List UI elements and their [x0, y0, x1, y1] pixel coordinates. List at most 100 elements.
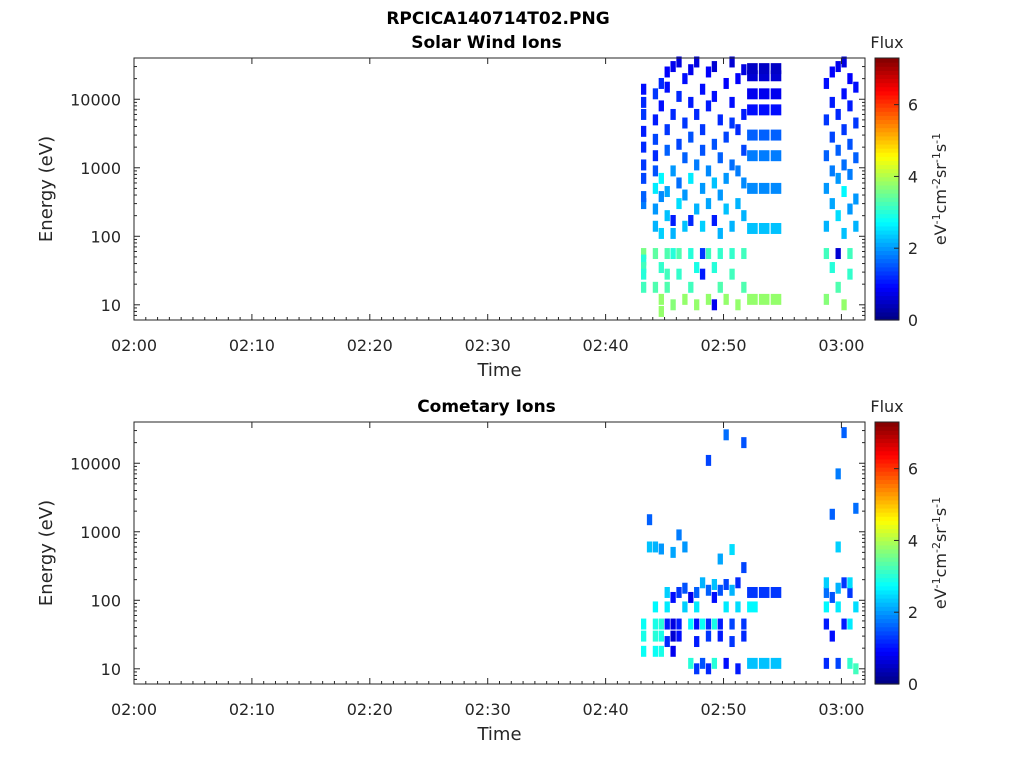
heatmap-cell: [670, 546, 676, 558]
heatmap-cell: [741, 281, 747, 293]
heatmap-cell: [652, 220, 659, 232]
colorbar-segment: [875, 205, 899, 211]
heatmap-cell: [829, 262, 835, 274]
heatmap-cell: [711, 215, 718, 226]
heatmap-cell: [705, 66, 712, 78]
colorbar-tick-label: 4: [908, 167, 918, 186]
colorbar-segment: [875, 450, 899, 456]
colorbar-segment: [875, 225, 899, 231]
heatmap-cell: [670, 248, 676, 260]
heatmap-cell: [847, 657, 853, 669]
heatmap-cell: [741, 630, 747, 642]
colorbar-segment: [875, 462, 899, 468]
heatmap-cell: [658, 305, 664, 317]
heatmap-cell: [747, 104, 758, 116]
colorbar-segment: [875, 176, 899, 182]
heatmap-cell: [664, 81, 670, 93]
heatmap-cell: [735, 198, 741, 210]
heatmap-cell: [670, 61, 676, 73]
heatmap-cell: [747, 293, 758, 305]
colorbar-segment: [875, 561, 899, 566]
heatmap-cell: [758, 222, 770, 234]
heatmap-cell: [688, 657, 694, 669]
heatmap-cell: [823, 248, 830, 260]
colorbar-segment: [875, 180, 899, 186]
colorbar-segment: [875, 160, 899, 166]
colorbar-segment: [875, 299, 899, 305]
colorbar-segment: [875, 659, 899, 665]
colorbar-segment: [875, 229, 899, 235]
colorbar-segment: [875, 483, 899, 489]
heatmap-cell: [723, 77, 729, 89]
heatmap-cell: [658, 543, 664, 555]
colorbar-segment: [875, 156, 899, 161]
heatmap-cell: [823, 601, 830, 613]
heatmap-cell: [735, 601, 741, 613]
y-tick-label: 10000: [70, 454, 121, 473]
heatmap-cell: [758, 104, 770, 116]
heatmap-cell: [694, 159, 700, 171]
y-tick-label: 10000: [70, 90, 121, 109]
colorbar-segment: [875, 250, 899, 256]
colorbar-segment: [875, 266, 899, 272]
colorbar-segment: [875, 143, 899, 149]
heatmap-cell: [688, 281, 694, 293]
colorbar-segment: [875, 512, 899, 517]
colorbar-segment: [875, 569, 899, 575]
heatmap-cell: [770, 222, 782, 234]
colorbar-segment: [875, 626, 899, 632]
heatmap-cell: [699, 268, 706, 280]
heatmap-cell: [711, 299, 718, 311]
plot-area: [134, 422, 865, 684]
heatmap-cell: [699, 144, 706, 156]
colorbar-segment: [875, 610, 899, 616]
colorbar-segment: [875, 70, 899, 75]
colorbar-segment: [875, 74, 899, 80]
colorbar-segment: [875, 667, 899, 673]
x-tick-label: 03:00: [818, 336, 864, 355]
heatmap-cell: [729, 117, 735, 129]
x-axis-label: Time: [476, 360, 521, 381]
heatmap-cell: [711, 579, 718, 590]
heatmap-cell: [676, 529, 682, 541]
heatmap-cell: [847, 168, 853, 180]
colorbar-segment: [875, 66, 899, 71]
heatmap-cell: [670, 618, 676, 630]
heatmap-cell: [652, 150, 659, 162]
x-tick-label: 02:40: [583, 336, 629, 355]
y-tick-label: 1000: [80, 523, 121, 542]
heatmap-cell: [847, 138, 853, 150]
colorbar-segment: [875, 197, 899, 202]
heatmap-cell: [758, 88, 770, 100]
heatmap-cell: [640, 281, 647, 293]
heatmap-cell: [747, 63, 758, 75]
colorbar-segment: [875, 503, 899, 509]
colorbar-segment: [875, 479, 899, 485]
heatmap-cell: [694, 56, 700, 68]
colorbar-segment: [875, 213, 899, 219]
colorbar-segment: [875, 164, 899, 170]
colorbar-segment: [875, 634, 899, 640]
heatmap-cell: [747, 70, 758, 82]
heatmap-cell: [729, 636, 735, 648]
y-axis-label: Energy (eV): [36, 500, 57, 606]
heatmap-cell: [640, 254, 647, 266]
heatmap-cell: [676, 56, 682, 68]
colorbar-segment: [875, 234, 899, 239]
heatmap-cells: [640, 56, 859, 317]
colorbar-segment: [875, 139, 899, 145]
heatmap-cell: [823, 293, 830, 305]
colorbar-segment: [875, 58, 899, 63]
colorbar-segment: [875, 123, 899, 129]
colorbar-segment: [875, 82, 899, 88]
heatmap-cell: [640, 198, 647, 210]
heatmap-cell: [770, 293, 782, 305]
heatmap-cell: [758, 182, 770, 194]
heatmap-cell: [682, 293, 688, 305]
colorbar-segment: [875, 528, 899, 534]
colorbar-segment: [875, 193, 899, 198]
heatmap-cell: [682, 220, 688, 232]
colorbar-segment: [875, 98, 899, 104]
heatmap-cell: [823, 182, 830, 194]
